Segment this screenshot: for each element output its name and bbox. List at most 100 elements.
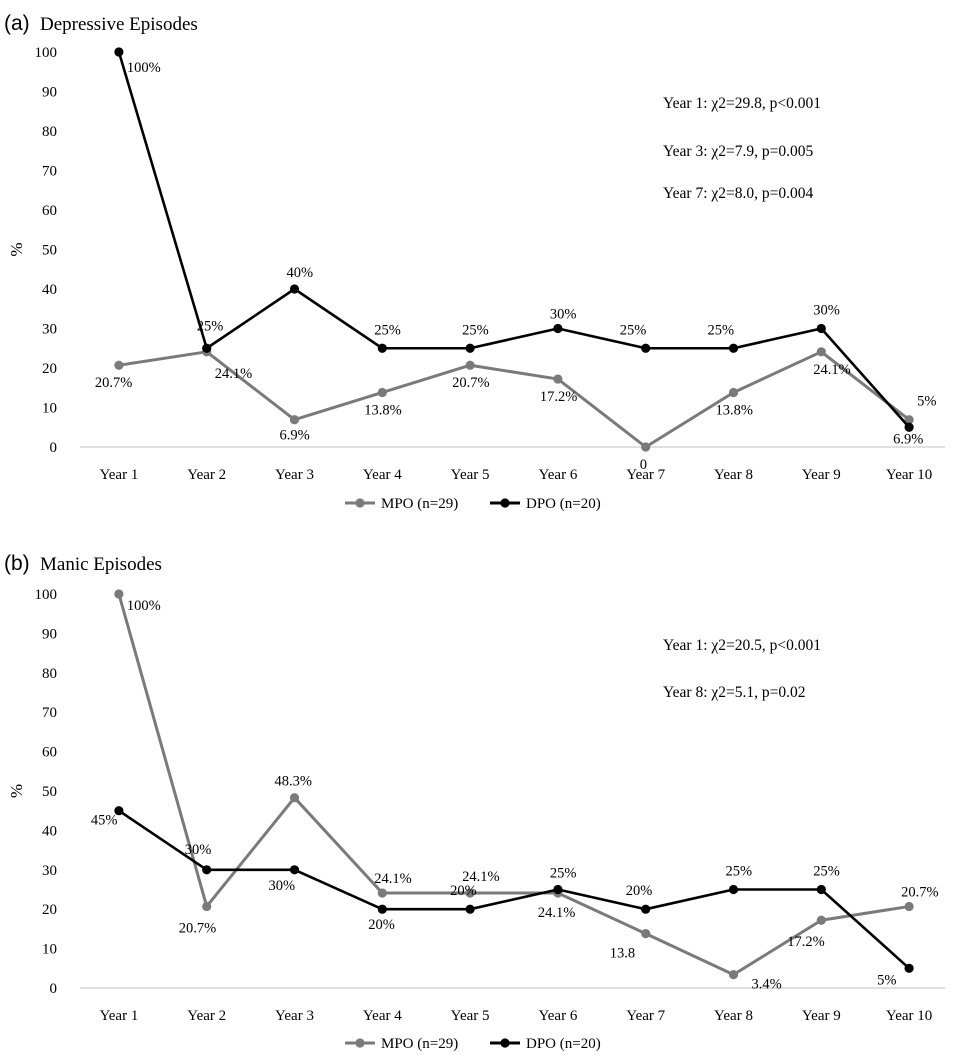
data-label: 25% [550,866,577,882]
data-label: 20% [626,883,653,899]
y-tick-label: 10 [42,942,57,958]
data-point [728,884,739,895]
legend-swatch-marker [355,1038,365,1048]
legend-swatch-marker [500,1038,510,1048]
data-point [728,970,739,980]
x-tick-label: Year 6 [538,1008,577,1024]
y-tick-label: 90 [42,85,57,101]
data-point [553,884,563,895]
data-point [114,360,124,370]
data-label: 25% [197,318,224,334]
x-tick-label: Year 8 [714,1008,753,1024]
x-tick-label: Year 7 [626,1008,665,1024]
panel-b-manic-episodes: (b) Manic Episodes% 0 10 20 30 40 50 60 70 80 90 100… [4,552,945,1052]
data-label: 30% [813,303,840,319]
data-point [289,793,300,803]
y-tick-label: 70 [42,705,57,721]
data-point [816,884,826,895]
y-tick-label: 10 [42,401,57,417]
y-tick-label: 70 [42,164,57,180]
data-point [377,888,387,898]
data-label: 24.1% [462,869,499,885]
data-point [641,904,651,914]
x-tick-label: Year 9 [802,467,841,483]
y-tick-label: 20 [42,361,57,377]
y-tick-label: 0 [50,981,58,997]
data-point [465,888,475,898]
series-line-mpo [117,593,910,977]
data-label: 6.9% [893,432,923,448]
legend-entry: MPO (n=29) [381,496,458,512]
x-tick-label: Year 2 [187,467,226,483]
x-tick-label: Year 10 [886,467,932,483]
data-label: 17.2% [787,934,824,950]
data-point [728,343,739,353]
data-point [377,904,387,914]
y-axis-label: % [7,784,26,798]
x-tick-label: Year 1 [99,467,138,483]
data-point [202,901,212,912]
stat-annotation: Year 3: χ2=7.9, p=0.005 [663,143,813,160]
data-label: 25% [813,864,840,880]
legend-swatch-marker [355,498,365,508]
data-label: 24.1% [813,362,850,378]
y-tick-label: 20 [42,902,57,918]
chart-title: Depressive Episodes [40,14,198,35]
data-label: 20.7% [95,375,132,391]
x-tick-label: Year 3 [275,467,314,483]
data-label: 6.9% [280,428,310,444]
data-point [377,387,387,398]
panel-a-depressive-episodes: (a) Depressive Episodes% 0 10 20 30 40 50 60 70 80… [4,12,945,512]
x-tick-label: Year 2 [187,1008,226,1024]
data-label: 20.7% [452,375,489,391]
data-label: 30% [550,307,577,323]
y-tick-label: 50 [42,243,57,259]
data-point [202,343,212,353]
x-tick-label: Year 1 [99,1008,138,1024]
legend: MPO (n=29) DPO (n=20) [345,1036,601,1052]
x-tick-label: Year 6 [538,467,577,483]
y-tick-label: 100 [35,587,58,603]
data-point [641,442,651,452]
series-line-dpo [117,51,911,429]
data-point [904,415,914,425]
data-label: 20% [368,917,395,933]
data-label: 13.8% [364,402,401,418]
stat-annotation: Year 7: χ2=8.0, p=0.004 [663,185,813,202]
x-tick-label: Year 7 [626,467,665,483]
data-label: 40% [287,265,314,281]
panel-label: (a) [4,12,30,35]
data-point [289,865,300,875]
data-point [377,343,387,353]
data-label: 48.3% [275,774,312,790]
data-label: 25% [462,322,489,338]
data-label: 100% [127,598,161,614]
data-label: 20.7% [179,920,216,936]
data-point [904,422,914,432]
y-tick-label: 40 [42,823,57,839]
data-label: 45% [91,813,118,829]
data-point [289,415,300,425]
data-label: 20.7% [901,884,938,900]
chart-title: Manic Episodes [40,554,162,575]
y-tick-label: 0 [50,440,58,456]
legend: MPO (n=29) DPO (n=20) [345,496,601,512]
data-point [728,387,739,398]
y-tick-label: 100 [35,45,58,61]
data-label: 17.2% [540,389,577,405]
data-label: 13.8 [610,946,635,962]
x-tick-label: Year 9 [802,1008,841,1024]
y-tick-label: 60 [42,745,57,761]
series-line-dpo [118,809,910,970]
data-point [904,963,914,973]
data-label: 100% [127,60,161,76]
data-point [202,865,212,875]
data-point [465,904,475,914]
y-axis-label: % [7,242,26,256]
data-point [553,374,563,384]
data-point [289,284,300,294]
y-tick-label: 80 [42,124,57,140]
x-tick-label: Year 8 [714,467,753,483]
data-label: 24.1% [215,366,252,382]
